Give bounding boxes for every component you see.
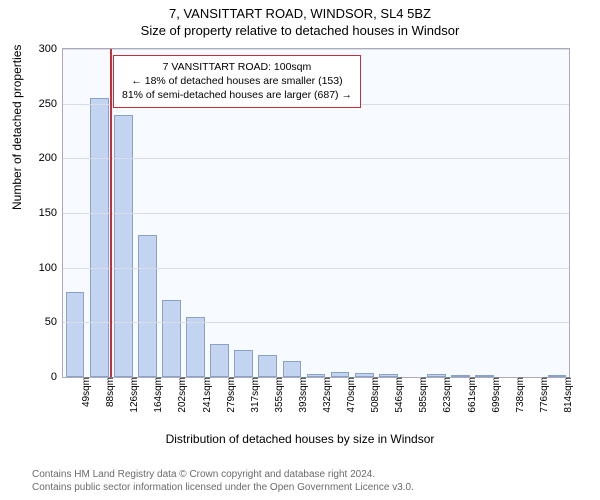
bar [234, 350, 253, 377]
x-tick-label: 661sqm [465, 377, 478, 413]
grid-line [63, 158, 569, 159]
callout-line-1: 7 VANSITTART ROAD: 100sqm [122, 60, 352, 74]
x-tick-label: 49sqm [79, 377, 92, 407]
x-tick-label: 279sqm [224, 377, 237, 413]
y-tick-label: 150 [39, 207, 63, 219]
x-tick-label: 585sqm [416, 377, 429, 413]
property-marker-line [110, 49, 112, 377]
x-tick-label: 776sqm [537, 377, 550, 413]
bar [90, 98, 109, 377]
y-tick-label: 100 [39, 262, 63, 274]
x-tick-label: 317sqm [248, 377, 261, 413]
footer-line-1: Contains HM Land Registry data © Crown c… [32, 468, 414, 481]
grid-line [63, 213, 569, 214]
y-tick-label: 300 [39, 43, 63, 55]
x-tick-label: 88sqm [103, 377, 116, 407]
callout-line-3: 81% of semi-detached houses are larger (… [122, 88, 352, 102]
x-tick-label: 393sqm [296, 377, 309, 413]
x-tick-label: 508sqm [368, 377, 381, 413]
x-tick-label: 814sqm [561, 377, 574, 413]
bar [186, 317, 205, 377]
bar [162, 300, 181, 377]
y-tick-label: 250 [39, 98, 63, 110]
x-tick-label: 241sqm [200, 377, 213, 413]
y-tick-label: 200 [39, 152, 63, 164]
bar [66, 292, 85, 377]
x-tick-label: 738sqm [513, 377, 526, 413]
y-tick-label: 0 [51, 371, 63, 383]
bar [210, 344, 229, 377]
x-tick-label: 699sqm [489, 377, 502, 413]
x-tick-label: 470sqm [344, 377, 357, 413]
footer-line-2: Contains public sector information licen… [32, 481, 414, 494]
x-tick-label: 432sqm [320, 377, 333, 413]
grid-line [63, 49, 569, 50]
y-axis-label: Number of detached properties [10, 45, 24, 210]
chart-plot-area: 05010015020025030049sqm88sqm126sqm164sqm… [62, 48, 570, 378]
x-tick-label: 355sqm [272, 377, 285, 413]
page-title-line2: Size of property relative to detached ho… [0, 21, 600, 38]
x-tick-label: 623sqm [440, 377, 453, 413]
x-tick-label: 202sqm [175, 377, 188, 413]
bar [258, 355, 277, 377]
property-callout: 7 VANSITTART ROAD: 100sqm← 18% of detach… [113, 55, 361, 108]
page-title-line1: 7, VANSITTART ROAD, WINDSOR, SL4 5BZ [0, 0, 600, 21]
grid-line [63, 268, 569, 269]
footer-attribution: Contains HM Land Registry data © Crown c… [32, 468, 414, 494]
bar [283, 361, 302, 377]
x-tick-label: 546sqm [392, 377, 405, 413]
bar [138, 235, 157, 377]
callout-line-2: ← 18% of detached houses are smaller (15… [122, 74, 352, 88]
y-tick-label: 50 [45, 316, 63, 328]
x-tick-label: 164sqm [151, 377, 164, 413]
grid-line [63, 322, 569, 323]
bar [114, 115, 133, 377]
x-axis-label: Distribution of detached houses by size … [0, 432, 600, 446]
x-tick-label: 126sqm [127, 377, 140, 413]
